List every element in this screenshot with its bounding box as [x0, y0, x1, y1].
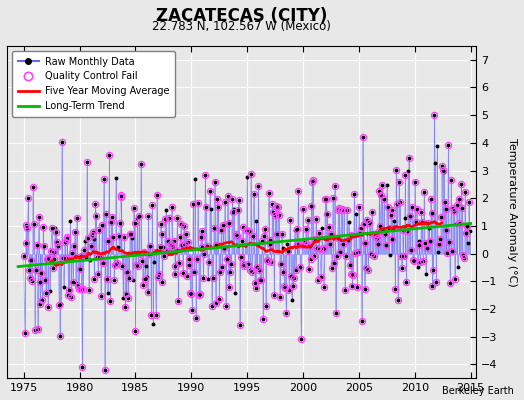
Title: ZACATECAS (CITY): ZACATECAS (CITY): [156, 7, 328, 25]
Text: 22.783 N, 102.567 W (Mexico): 22.783 N, 102.567 W (Mexico): [152, 20, 331, 33]
Legend: Raw Monthly Data, Quality Control Fail, Five Year Moving Average, Long-Term Tren: Raw Monthly Data, Quality Control Fail, …: [12, 51, 175, 117]
Y-axis label: Temperature Anomaly (°C): Temperature Anomaly (°C): [507, 138, 517, 286]
Text: Berkeley Earth: Berkeley Earth: [442, 386, 514, 396]
